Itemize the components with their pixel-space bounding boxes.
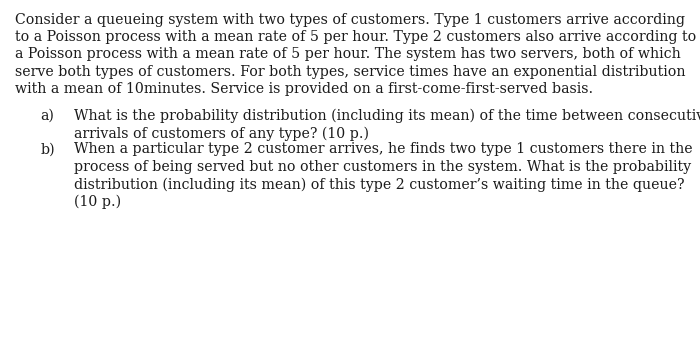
Text: (10 p.): (10 p.) [74,195,120,209]
Text: When a particular type 2 customer arrives, he finds two type 1 customers there i: When a particular type 2 customer arrive… [74,142,692,156]
Text: serve both types of customers. For both types, service times have an exponential: serve both types of customers. For both … [15,65,686,79]
Text: Consider a queueing system with two types of customers. Type 1 customers arrive : Consider a queueing system with two type… [15,13,685,27]
Text: process of being served but no other customers in the system. What is the probab: process of being served but no other cus… [74,160,691,174]
Text: b): b) [41,142,55,156]
Text: a): a) [41,109,55,123]
Text: a Poisson process with a mean rate of 5 per hour. The system has two servers, bo: a Poisson process with a mean rate of 5 … [15,48,681,61]
Text: with a mean of 10minutes. Service is provided on a first-come-first-served basis: with a mean of 10minutes. Service is pro… [15,82,594,96]
Text: distribution (including its mean) of this type 2 customer’s waiting time in the : distribution (including its mean) of thi… [74,177,684,192]
Text: What is the probability distribution (including its mean) of the time between co: What is the probability distribution (in… [74,109,700,123]
Text: arrivals of customers of any type? (10 p.): arrivals of customers of any type? (10 p… [74,126,368,141]
Text: to a Poisson process with a mean rate of 5 per hour. Type 2 customers also arriv: to a Poisson process with a mean rate of… [15,30,696,44]
